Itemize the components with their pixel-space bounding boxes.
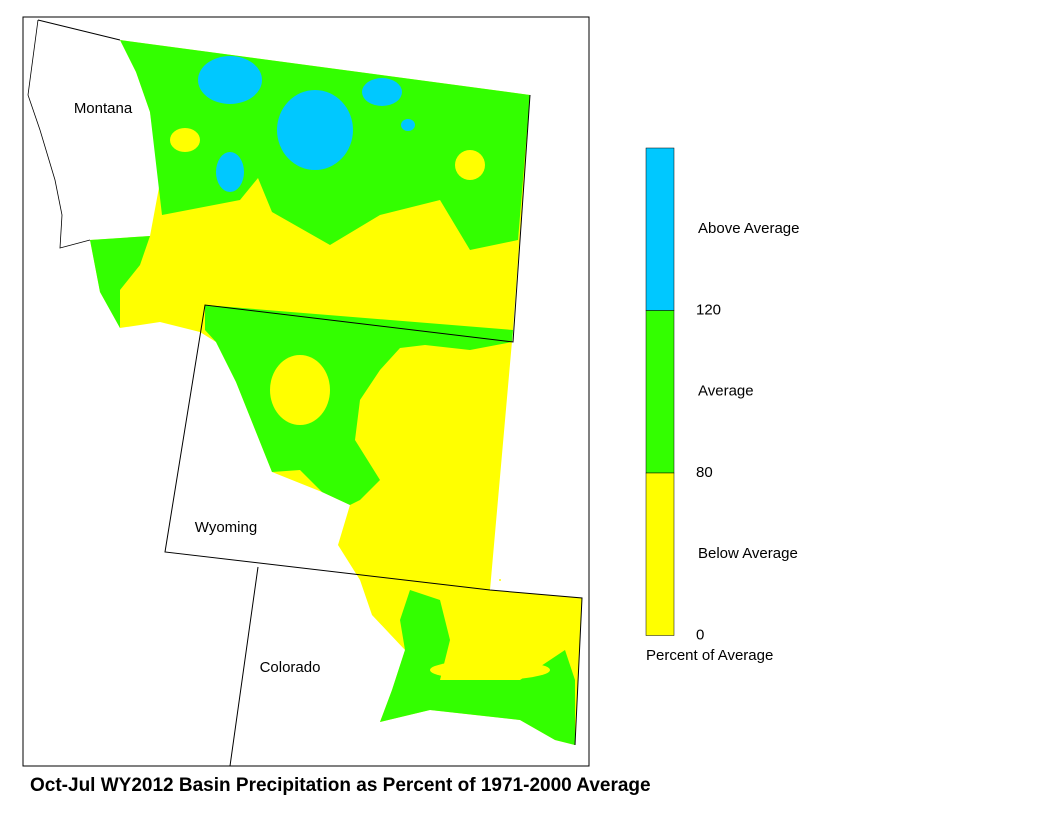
legend-tick-label: 80 bbox=[696, 464, 713, 481]
state-boundaries bbox=[27, 19, 583, 767]
legend-band bbox=[645, 310, 675, 474]
legend-band-label: Below Average bbox=[698, 545, 798, 562]
legend-band bbox=[645, 147, 675, 311]
above-average-zones bbox=[198, 56, 415, 192]
legend-title: Percent of Average bbox=[646, 647, 773, 664]
legend-tick-label: 120 bbox=[696, 301, 721, 318]
state-label: Colorado bbox=[260, 659, 321, 676]
legend-band-label: Above Average bbox=[698, 220, 799, 237]
legend-band bbox=[645, 472, 675, 636]
map-title: Oct-Jul WY2012 Basin Precipitation as Pe… bbox=[30, 775, 651, 796]
state-label: Wyoming bbox=[195, 519, 257, 536]
legend: Above Average Average Below Average 120 80 0 bbox=[645, 147, 799, 643]
below-average-patches bbox=[170, 128, 550, 680]
legend-band-label: Average bbox=[698, 383, 754, 400]
state-label: Montana bbox=[74, 100, 133, 117]
legend-tick-label: 0 bbox=[696, 626, 704, 643]
